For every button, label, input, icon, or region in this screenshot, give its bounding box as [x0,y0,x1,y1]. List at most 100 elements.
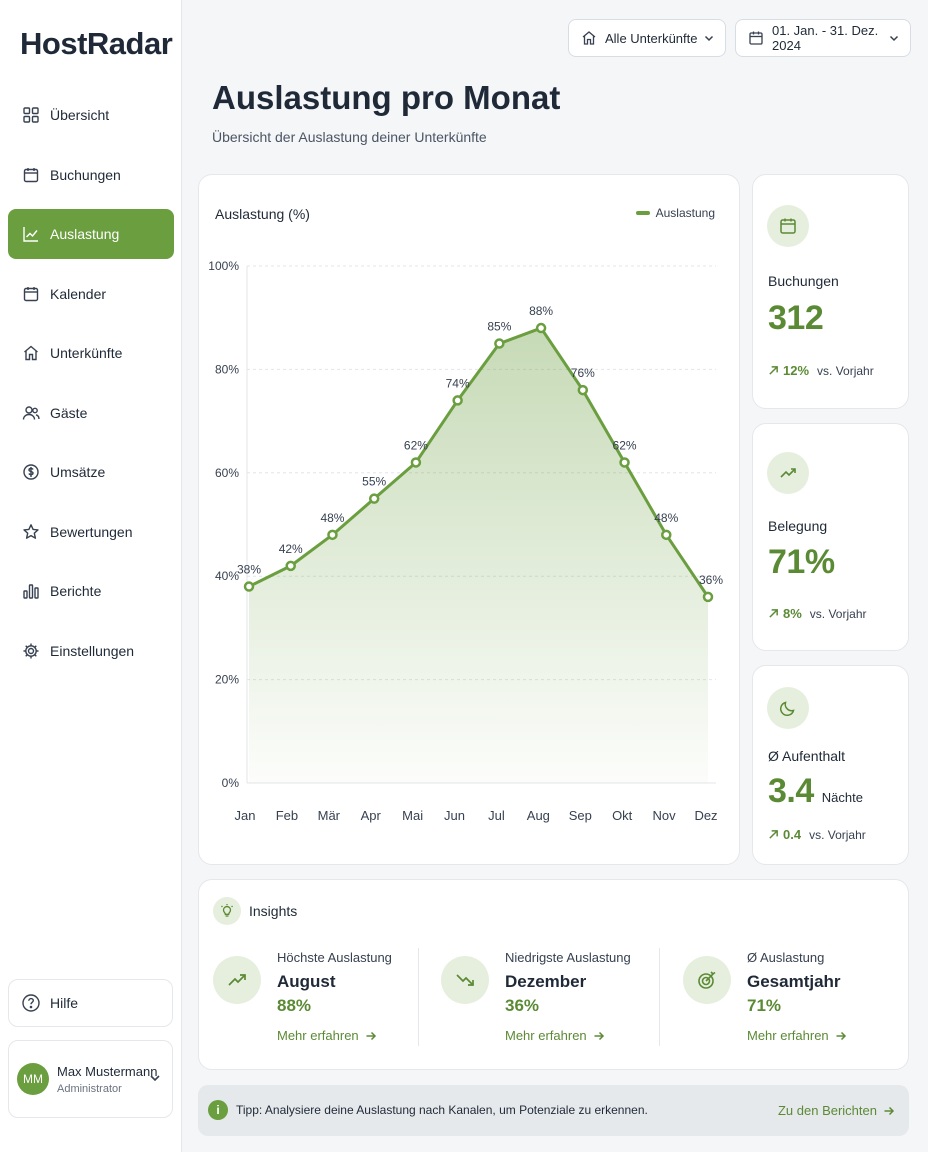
chart-title: Auslastung (%) [215,206,310,222]
sidebar-item-buchungen[interactable]: Buchungen [8,150,174,200]
x-tick-label: Dez [694,808,717,823]
chevron-down-icon [704,35,714,42]
sidebar-item-label: Unterkünfte [50,345,123,361]
page-title: Auslastung pro Monat [212,79,561,116]
insight-label: Höchste Auslastung [277,950,392,965]
y-tick-label: 0% [222,776,240,790]
insight-lowest: Niedrigste Auslastung Dezember 36% Mehr … [441,948,641,1048]
occupancy-chart: 0% 20% 40% 60% 80% 100% 38% 42% 48% 55% 62% 74% 85% 8… [208,259,723,823]
data-point [577,384,589,396]
data-label: 36% [699,573,723,587]
kpi-card-buchungen: Buchungen 312 12% vs. Vorjahr [752,174,909,409]
y-tick-label: 40% [215,569,239,583]
data-point [661,529,672,541]
kpi-delta: 8% [768,606,802,621]
app-logo[interactable]: HostRadar [20,26,173,61]
calendar-icon [22,285,40,303]
sidebar-item-uebersicht[interactable]: Übersicht [8,90,174,140]
page-subtitle: Übersicht der Auslastung deiner Unterkün… [212,129,487,145]
sidebar-item-label: Übersicht [50,107,110,123]
kpi-vs: vs. Vorjahr [809,827,866,842]
insight-value: 71% [747,996,782,1015]
data-label: 74% [446,376,470,390]
sidebar-item-unterkuenfte[interactable]: Unterkünfte [8,328,174,378]
series-area [249,328,708,783]
insight-more-label: Mehr erfahren [505,1028,587,1043]
data-point [243,581,255,592]
sidebar-item-label: Berichte [50,583,102,599]
kpi-change: 12% vs. Vorjahr [768,363,874,378]
user-menu[interactable]: MM Max Mustermann Administrator [8,1040,173,1118]
x-tick-label: Jun [444,808,465,823]
sidebar-item-bewertungen[interactable]: Bewertungen [8,507,174,557]
data-point [368,493,380,504]
kpi-value: 71% [768,543,835,581]
sidebar-item-einstellungen[interactable]: Einstellungen [8,626,174,676]
arrow-right-icon [836,1031,846,1040]
arrow-up-right-icon [769,830,778,839]
kpi-value: 312 [768,299,824,337]
kpi-vs: vs. Vorjahr [817,363,874,378]
data-point [327,529,338,541]
target-icon [683,956,731,1004]
kpi-label: Belegung [768,518,828,534]
x-tick-label: Sep [569,808,592,823]
sidebar-item-kalender[interactable]: Kalender [8,269,174,319]
data-point [452,395,463,406]
arrow-up-right-icon [769,609,778,618]
calendar-icon [748,30,764,46]
date-range-select[interactable]: 01. Jan. - 31. Dez. 2024 [735,19,911,57]
home-icon [22,344,40,362]
sidebar-item-label: Kalender [50,285,107,302]
kpi-value: 3.4 Nächte [768,772,863,811]
series-line [248,326,710,598]
data-label: 38% [237,563,261,577]
insight-more-link[interactable]: Mehr erfahren [505,1028,605,1043]
insight-more-link[interactable]: Mehr erfahren [277,1028,377,1043]
x-tick-label: Apr [361,808,382,823]
insight-value: 88% [277,996,312,1015]
data-point [619,457,630,468]
help-button[interactable]: Hilfe [8,979,173,1027]
insight-highest: Höchste Auslastung August 88% Mehr erfah… [213,948,413,1048]
moon-icon [767,687,809,729]
data-point [702,591,714,603]
data-label: 42% [279,542,303,556]
insight-divider [418,948,419,1046]
x-tick-label: Nov [653,808,677,823]
dollar-icon [22,463,40,481]
sidebar-item-gaeste[interactable]: Gäste [8,388,174,438]
date-range-value: 01. Jan. - 31. Dez. 2024 [772,23,879,53]
data-label: 85% [487,320,511,334]
users-icon [22,404,40,422]
data-label: 48% [320,511,344,525]
star-icon [22,523,40,541]
sidebar-item-berichte[interactable]: Berichte [8,566,174,616]
sidebar-item-auslastung[interactable]: Auslastung [8,209,174,259]
trend-up-icon [213,956,261,1004]
data-label: 48% [654,511,678,525]
sidebar-item-umsaetze[interactable]: Umsätze [8,447,174,497]
insight-more-label: Mehr erfahren [277,1028,359,1043]
legend-swatch [635,211,650,215]
insight-more-link[interactable]: Mehr erfahren [747,1028,847,1043]
kpi-vs: vs. Vorjahr [809,606,867,621]
data-label: 62% [613,438,637,452]
sidebar-nav: Übersicht Buchungen Auslastung Kalender … [8,90,174,685]
y-tick-label: 60% [215,466,239,480]
property-select[interactable]: Alle Unterkünfte [568,19,726,57]
data-label: 76% [571,366,595,380]
sidebar-item-label: Gäste [50,404,88,421]
insight-label: Ø Auslastung [747,950,825,965]
insights-header: Insights [213,897,297,925]
insight-value: 36% [505,996,540,1015]
user-name: Max Mustermann [57,1063,158,1079]
property-select-value: Alle Unterkünfte [605,30,698,46]
trend-up-icon [767,452,809,494]
x-tick-label: Jan [235,808,256,823]
kpi-value-number: 3.4 [768,772,814,810]
tip-text: Tipp: Analysiere deine Auslastung nach K… [236,1103,648,1117]
reports-link[interactable]: Zu den Berichten [778,1103,895,1118]
x-tick-label: Mär [318,808,341,823]
x-tick-label: Aug [527,808,550,823]
